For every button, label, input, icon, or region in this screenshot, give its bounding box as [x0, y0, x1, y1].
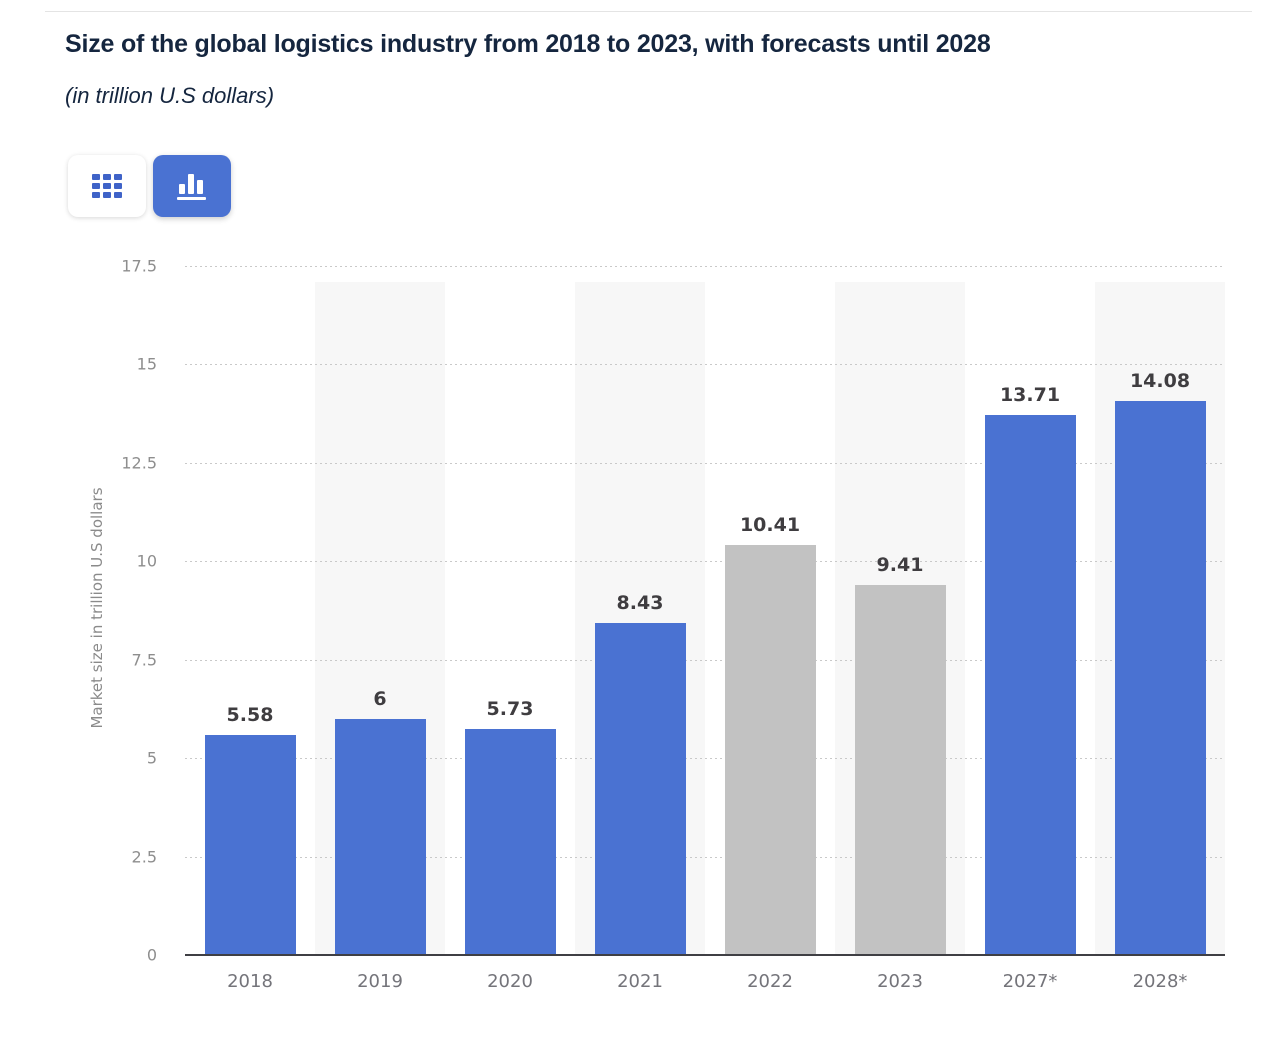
h-gridline [185, 659, 1225, 661]
y-tick-label: 10 [136, 551, 157, 571]
top-divider [45, 11, 1252, 12]
bar-2021[interactable] [594, 623, 686, 955]
x-axis-label: 2018 [227, 971, 273, 992]
view-toggle-toolbar [68, 155, 231, 217]
y-tick-label: 12.5 [121, 453, 157, 473]
grid-icon [92, 174, 122, 198]
bar-2020[interactable] [464, 729, 556, 955]
x-axis-label: 2023 [877, 971, 923, 992]
h-gridline [185, 758, 1225, 760]
h-gridline [185, 561, 1225, 563]
bar-value-label: 8.43 [616, 592, 664, 615]
y-tick-label: 7.5 [131, 650, 157, 670]
bar-value-label: 5.58 [226, 704, 274, 727]
bar-2028[interactable] [1114, 400, 1206, 955]
x-axis-label: 2028* [1132, 971, 1188, 992]
table-view-button[interactable] [68, 155, 146, 217]
chart-view-button[interactable] [153, 155, 231, 217]
y-tick-label: 0 [146, 945, 157, 965]
bar-2023[interactable] [854, 584, 946, 955]
bar-value-label: 10.41 [739, 514, 801, 537]
y-tick-label: 5 [146, 748, 157, 768]
bar-2022[interactable] [724, 545, 816, 955]
bar-2019[interactable] [334, 718, 426, 955]
page-title: Size of the global logistics industry fr… [65, 30, 991, 58]
bar-2018[interactable] [204, 735, 296, 955]
page-subtitle: (in trillion U.S dollars) [65, 83, 275, 108]
h-gridline [185, 266, 1225, 267]
y-tick-label: 15 [136, 354, 157, 374]
bar-value-label: 13.71 [999, 384, 1061, 407]
x-axis-label: 2027* [1002, 971, 1058, 992]
y-tick-label: 17.5 [121, 256, 157, 276]
x-axis-label: 2022 [747, 971, 793, 992]
h-gridline [185, 856, 1225, 858]
x-axis-label: 2021 [617, 971, 663, 992]
bar-chart-icon [176, 173, 208, 200]
bar-value-label: 6 [373, 687, 387, 710]
x-axis-label: 2020 [487, 971, 533, 992]
y-tick-label: 2.5 [131, 847, 157, 867]
bar-value-label: 14.08 [1129, 369, 1191, 392]
bar-value-label: 5.73 [486, 698, 534, 721]
bar-value-label: 9.41 [876, 553, 924, 576]
bar-2027[interactable] [984, 415, 1076, 955]
x-axis-label: 2019 [357, 971, 403, 992]
h-gridline [185, 364, 1225, 366]
y-axis-title: Market size in trillion U.S dollars [88, 487, 106, 729]
h-gridline [185, 462, 1225, 464]
plot-area: 0 2.5 5 7.5 10 12.5 15 17.5 5.58 2018 6 2019 5.73 202… [121, 257, 1225, 992]
x-axis-line [185, 953, 1225, 956]
